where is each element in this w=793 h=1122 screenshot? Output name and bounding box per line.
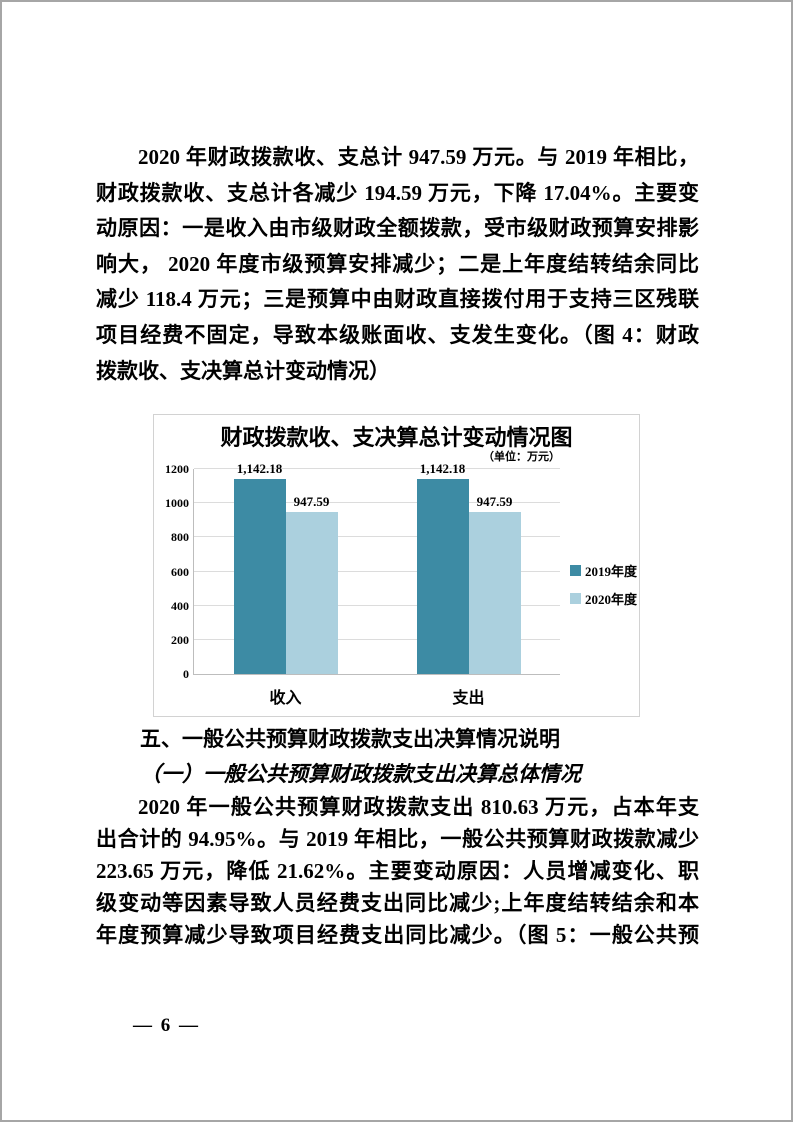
text-line: 响大， 2020 年度市级预算安排减少；二是上年度结转结余同比 xyxy=(96,251,699,276)
text-line: 2020 年一般公共预算财政拨款支出 810.63 万元，占本年支 xyxy=(138,795,699,819)
bar-group: 1,142.18 947.59 xyxy=(416,461,521,674)
section-subheading: （一）一般公共预算财政拨款支出决算总体情况 xyxy=(140,762,581,786)
text-line: 项目经费不固定，导致本级账面收、支发生变化。（图 4：财政 xyxy=(96,322,699,347)
legend-swatch-icon xyxy=(569,593,581,604)
gridline xyxy=(194,638,560,640)
bar-value-label: 1,142.18 xyxy=(236,460,283,476)
chart-legend: 2019年度 2020年度 xyxy=(569,561,637,608)
bar-group: 1,142.18 947.59 xyxy=(233,461,338,674)
gridline xyxy=(194,502,560,504)
y-axis-tick-label: 0 xyxy=(183,667,189,681)
plot-area: 0 200 400 600 800 1000 1200 1,142.18 947.59 收入 1,1… xyxy=(165,461,560,707)
gridline xyxy=(194,570,560,572)
legend-label: 2019年度 xyxy=(584,564,637,579)
text-line: 拨款收、支决算总计变动情况） xyxy=(96,358,390,383)
gridline xyxy=(194,604,560,606)
legend-label: 2020年度 xyxy=(584,592,637,607)
text-line: 223.65 万元，降低 21.62%。主要变动原因：人员增减变化、职 xyxy=(96,859,699,883)
legend-item: 2019年度 xyxy=(569,561,637,580)
page-number: — 6 — xyxy=(133,1015,200,1036)
y-axis-tick-label: 600 xyxy=(171,564,189,579)
y-axis-tick-label: 200 xyxy=(171,632,189,647)
figure4-bar-chart: 财政拨款收、支决算总计变动情况图 （单位：万元） 0 200 400 600 800 10… xyxy=(153,414,640,717)
bar-2020年度-支出: 947.59 xyxy=(468,494,521,674)
text-line: 出合计的 94.95%。与 2019 年相比，一般公共预算财政拨款减少 xyxy=(96,827,699,851)
bar-value-label: 947.59 xyxy=(476,494,513,510)
bar-value-label: 947.59 xyxy=(293,494,330,510)
y-axis-tick-label: 1000 xyxy=(165,496,189,511)
x-axis-category-label: 支出 xyxy=(452,690,485,707)
x-axis-category-label: 收入 xyxy=(269,690,302,707)
text-line: 动原因：一是收入由市级财政全额拨款，受市级财政预算安排影 xyxy=(96,216,699,241)
gridline xyxy=(194,536,560,538)
y-axis-tick-label: 800 xyxy=(171,530,189,545)
y-axis-tick-label: 1200 xyxy=(165,462,189,476)
bar-2019年度-支出: 1,142.18 xyxy=(416,461,469,674)
text-line: 财政拨款收、支总计各减少 194.59 万元，下降 17.04%。主要变 xyxy=(96,180,699,205)
legend-swatch-icon xyxy=(569,565,581,576)
chart-title: 财政拨款收、支决算总计变动情况图 xyxy=(220,425,573,450)
section-heading: 五、一般公共预算财政拨款支出决算情况说明 xyxy=(140,728,560,751)
bar-value-label: 1,142.18 xyxy=(419,460,466,476)
legend-item: 2020年度 xyxy=(569,589,637,608)
text-line: 级变动等因素导致人员经费支出同比减少;上年度结转结余和本 xyxy=(96,891,699,915)
text-line: 年度预算减少导致项目经费支出同比减少。（图 5：一般公共预 xyxy=(96,923,699,947)
paragraph-fiscal-appropriation-total: 2020 年财政拨款收、支总计 947.59 万元。与 2019 年相比， 财政… xyxy=(96,140,699,389)
y-axis-tick-label: 400 xyxy=(171,598,189,613)
text-line: 2020 年财政拨款收、支总计 947.59 万元。与 2019 年相比， xyxy=(138,145,699,169)
paragraph-general-public-budget: 2020 年一般公共预算财政拨款支出 810.63 万元，占本年支 出合计的 9… xyxy=(96,791,699,951)
bar-2020年度-收入: 947.59 xyxy=(285,494,338,674)
chart-unit-label: （单位：万元） xyxy=(483,451,560,463)
bar-2019年度-收入: 1,142.18 xyxy=(233,461,286,674)
gridline xyxy=(194,468,560,469)
text-line: 减少 118.4 万元；三是预算中由财政直接拨付用于支持三区残联 xyxy=(96,287,699,312)
